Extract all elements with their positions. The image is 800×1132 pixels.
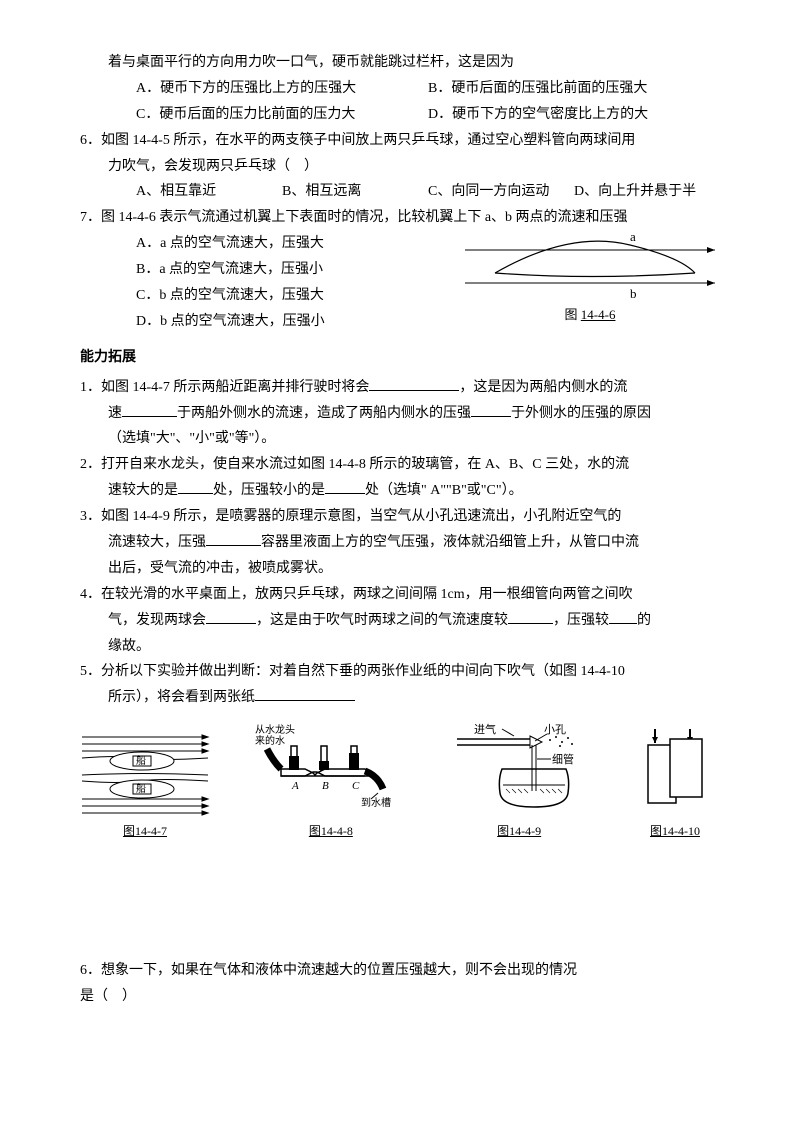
ext-q3-line2: 流速较大，压强容器里液面上方的空气压强，液体就沿细管上升，从管口中流 [80, 530, 720, 556]
fig-14-4-9: 进气 小孔 细管 图14-4-9 [452, 721, 587, 842]
svg-text:从水龙头: 从水龙头 [255, 723, 295, 736]
q6-opt-c: C、向同一方向运动 [428, 179, 574, 205]
ext-q1-line3: （选填"大"、"小"或"等"）。 [80, 426, 720, 452]
svg-text:a: a [630, 229, 636, 244]
fig-14-4-8: 从水龙头 来的水 A B C 到水槽 图14-4-8 [253, 721, 408, 842]
q6-stem-line2: 力吹气，会发现两只乒乓球（ ） [80, 154, 720, 180]
svg-text:b: b [630, 286, 637, 301]
svg-text:A: A [291, 780, 299, 792]
blank-input[interactable] [325, 481, 365, 494]
sprayer-icon: 进气 小孔 细管 [452, 721, 587, 816]
svg-text:船: 船 [136, 754, 146, 767]
airfoil-diagram-icon: a b [460, 225, 720, 305]
q6-opt-a: A、相互靠近 [136, 179, 282, 205]
fig-caption: 图14-4-9 [452, 820, 587, 842]
two-papers-icon [630, 721, 720, 816]
blank-input[interactable] [122, 403, 177, 416]
ext-q4-line2: 气，发现两球会，这是由于吹气时两球之间的气流速度较，压强较的 [80, 608, 720, 634]
ext-q2-line2: 速较大的是处，压强较小的是处（选填" A""B"或"C"）。 [80, 478, 720, 504]
q6-options: A、相互靠近 B、相互远离 C、向同一方向运动 D、向上升并悬于半 [80, 179, 720, 205]
q7-stem: 7．图 14-4-6 表示气流通过机翼上下表面时的情况，比较机翼上下 a、b 两… [80, 205, 720, 231]
svg-text:C: C [352, 780, 360, 792]
svg-text:小孔: 小孔 [544, 723, 566, 736]
blank-input[interactable] [206, 610, 256, 623]
q6-opt-b: B、相互远离 [282, 179, 428, 205]
fig-14-4-6-caption: 图 14-4-6 [460, 303, 720, 327]
ext-q5: 5．分析以下实验并做出判断：对着自然下垂的两张作业纸的中间向下吹气（如图 14-… [80, 659, 720, 685]
q5-opt-d: D．硬币下方的空气密度比上方的大 [428, 102, 720, 128]
ext-q3-line3: 出后，受气流的冲击，被喷成雾状。 [80, 556, 720, 582]
fig-14-4-10: 图14-4-10 [630, 721, 720, 842]
svg-text:到水槽: 到水槽 [361, 796, 391, 809]
svg-text:细管: 细管 [552, 752, 574, 766]
ext-q5-line2: 所示），将会看到两张纸 [80, 685, 720, 711]
q5-opt-a: A．硬币下方的压强比上方的压强大 [136, 76, 428, 102]
fig-caption: 图14-4-7 [80, 820, 210, 842]
q5-options: A．硬币下方的压强比上方的压强大 B．硬币后面的压强比前面的压强大 C．硬币后面… [80, 76, 720, 128]
blank-input[interactable] [255, 688, 355, 701]
blank-input[interactable] [369, 377, 459, 390]
svg-text:进气: 进气 [474, 722, 496, 736]
svg-text:船: 船 [136, 782, 146, 795]
blank-input[interactable] [609, 610, 637, 623]
ext-q6-line1: 6．想象一下，如果在气体和液体中流速越大的位置压强越大，则不会出现的情况 [80, 958, 720, 984]
ext-q6-line2: 是（ ） [80, 984, 720, 1010]
blank-input[interactable] [206, 533, 261, 546]
ext-q2: 2．打开自来水龙头，使自来水流过如图 14-4-8 所示的玻璃管，在 A、B、C… [80, 452, 720, 478]
figure-row: 船 船 图14-4-7 从水龙头 来的水 A B C 到水槽 [80, 721, 720, 842]
blank-input[interactable] [508, 610, 553, 623]
ext-q3: 3．如图 14-4-9 所示，是喷雾器的原理示意图，当空气从小孔迅速流出，小孔附… [80, 504, 720, 530]
blank-input[interactable] [471, 403, 511, 416]
ext-q1-line2: 速于两船外侧水的流速，造成了两船内侧水的压强于外侧水的压强的原因 [80, 401, 720, 427]
fig-caption: 图14-4-8 [253, 820, 408, 842]
ext-q1: 1．如图 14-4-7 所示两船近距离并排行驶时将会，这是因为两船内侧水的流 [80, 375, 720, 401]
q5-opt-b: B．硬币后面的压强比前面的压强大 [428, 76, 720, 102]
ext-q4-line3: 缘故。 [80, 634, 720, 660]
q6-stem-line1: 6．如图 14-4-5 所示，在水平的两支筷子中间放上两只乒乓球，通过空心塑料管… [80, 128, 720, 154]
fig-14-4-7: 船 船 图14-4-7 [80, 731, 210, 842]
svg-text:B: B [322, 780, 329, 792]
fig-caption: 图14-4-10 [630, 820, 720, 842]
section-title: 能力拓展 [80, 345, 720, 371]
q5-prelude: 着与桌面平行的方向用力吹一口气，硬币就能跳过栏杆，这是因为 [80, 50, 720, 76]
q5-opt-c: C．硬币后面的压力比前面的压力大 [136, 102, 428, 128]
ext-q4: 4．在较光滑的水平桌面上，放两只乒乓球，两球之间间隔 1cm，用一根细管向两管之… [80, 582, 720, 608]
fig-14-4-6: a b 图 14-4-6 [460, 225, 720, 327]
blank-input[interactable] [178, 481, 213, 494]
svg-text:来的水: 来的水 [255, 734, 285, 747]
ships-streamlines-icon: 船 船 [80, 731, 210, 816]
q6-opt-d: D、向上升并悬于半 [574, 179, 720, 205]
glass-tube-icon: 从水龙头 来的水 A B C 到水槽 [253, 721, 408, 816]
